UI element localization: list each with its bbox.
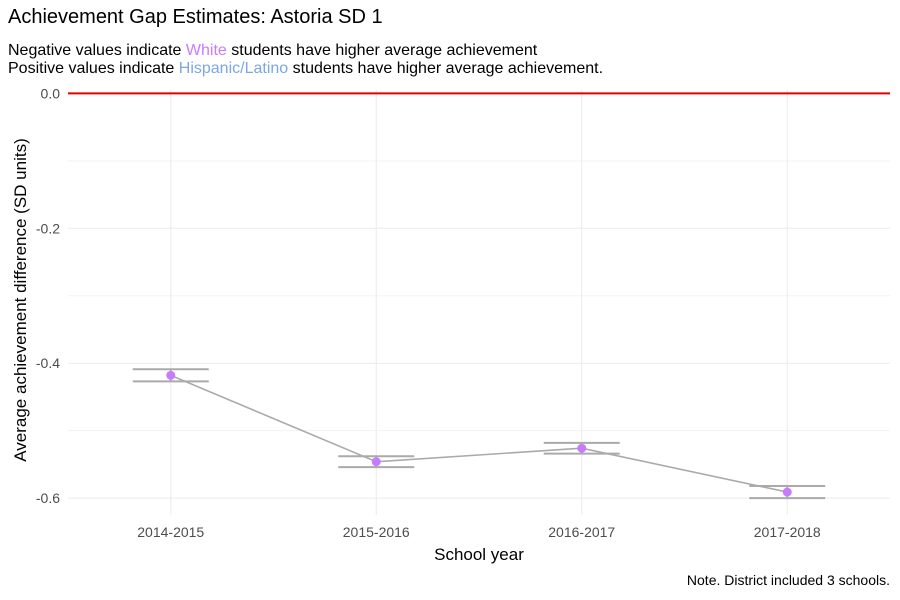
x-tick-label: 2016-2017 xyxy=(548,524,615,540)
chart-title: Achievement Gap Estimates: Astoria SD 1 xyxy=(8,6,383,28)
grid-major xyxy=(68,90,890,515)
data-point xyxy=(166,370,176,380)
grid-minor xyxy=(68,160,890,432)
x-axis-label: School year xyxy=(434,545,524,564)
data-point xyxy=(782,487,792,497)
series-line xyxy=(170,374,788,493)
y-tick-label: -0.6 xyxy=(36,490,60,506)
x-tick-labels: 2014-2015 2015-2016 2016-2017 2017-2018 xyxy=(137,524,821,540)
y-tick-label: -0.2 xyxy=(36,220,60,236)
chart-subtitle-line-2: Positive values indicate Hispanic/Latino… xyxy=(8,60,603,78)
subtitle-1-suffix: students have higher average achievement xyxy=(226,42,538,59)
subtitle-2-suffix: students have higher average achievement… xyxy=(288,60,604,77)
data-point xyxy=(371,457,381,467)
y-tick-label: -0.4 xyxy=(36,355,60,371)
subtitle-2-prefix: Positive values indicate xyxy=(8,60,179,77)
chart-caption: Note. District included 3 schools. xyxy=(686,572,890,588)
x-tick-label: 2017-2018 xyxy=(754,524,821,540)
subtitle-hispanic-group: Hispanic/Latino xyxy=(178,60,289,77)
y-tick-labels: 0.0 -0.2 -0.4 -0.6 xyxy=(36,85,60,506)
series-line-group xyxy=(170,374,788,493)
y-tick-label: 0.0 xyxy=(41,85,61,101)
y-axis-label: Average achievement difference (SD units… xyxy=(11,138,30,462)
x-tick-label: 2014-2015 xyxy=(137,524,204,540)
data-point xyxy=(577,443,587,453)
data-points xyxy=(166,370,792,497)
subtitle-white-group: White xyxy=(185,42,227,59)
x-tick-label: 2015-2016 xyxy=(343,524,410,540)
subtitle-1-prefix: Negative values indicate xyxy=(8,42,186,59)
chart-subtitle-line-1: Negative values indicate White students … xyxy=(8,42,537,60)
